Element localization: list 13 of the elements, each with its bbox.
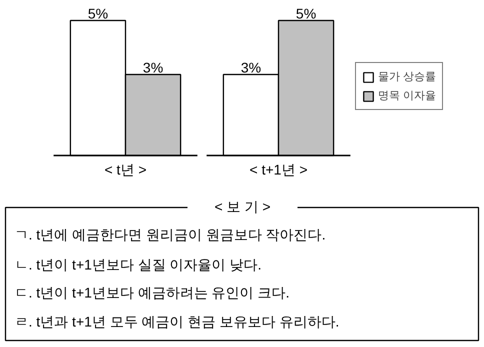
text: ㄴ. t년이 t+1년보다 실질 이자율이 낮다. — [14, 256, 262, 272]
x-tick-label: < t+1년 > — [250, 162, 308, 178]
text: ㄹ. t년과 t+1년 모두 예금이 현금 보유보다 유리하다. — [14, 314, 340, 330]
data-label: 5% — [88, 6, 108, 22]
legend-label: 명목 이자율 — [378, 89, 436, 103]
data-label: 3% — [142, 60, 164, 76]
text: < 보 기 > — [214, 198, 271, 214]
data-label: 3% — [240, 60, 262, 76]
text: ㄷ. t년이 t+1년보다 예금하려는 유인이 크다. — [14, 284, 290, 300]
text: ㄱ. t년에 예금한다면 원리금이 원금보다 작아진다. — [14, 226, 326, 242]
legend-label: 물가 상승률 — [378, 70, 436, 84]
x-tick-label: < t년 > — [104, 162, 147, 178]
data-label: 5% — [296, 6, 316, 22]
